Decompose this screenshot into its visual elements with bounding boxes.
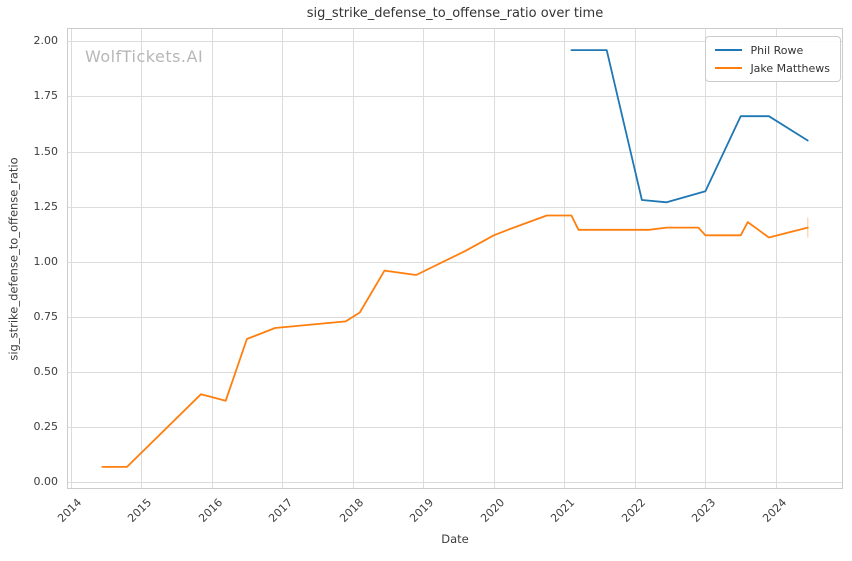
y-tick-label: 2.00 <box>33 34 59 48</box>
chart-title: sig_strike_defense_to_offense_ratio over… <box>306 6 604 21</box>
legend-label: Jake Matthews <box>750 61 830 75</box>
legend-line-swatch <box>715 49 743 51</box>
y-tick-label: 0.75 <box>33 309 59 323</box>
series-line-jake-matthews <box>101 214 809 468</box>
axes-frame <box>67 28 843 489</box>
legend-item-jake-matthews: Jake Matthews <box>715 59 830 77</box>
y-tick-label: 0.50 <box>33 365 59 379</box>
y-tick-label: 0.25 <box>33 420 59 434</box>
legend-items: Phil Rowe Jake Matthews <box>715 41 830 77</box>
y-tick-label: 1.25 <box>33 199 59 213</box>
y-tick-label: 1.00 <box>33 254 59 268</box>
watermark: WolfTickets.AI <box>85 47 204 66</box>
y-tick-label: 1.50 <box>33 144 59 158</box>
y-tick-label: 1.75 <box>33 89 59 103</box>
series-line-phil-rowe <box>570 49 809 204</box>
legend-label: Phil Rowe <box>750 43 804 57</box>
legend-item-phil-rowe: Phil Rowe <box>715 41 830 59</box>
y-tick-label: 0.00 <box>33 475 59 489</box>
legend-line-swatch <box>715 67 743 69</box>
x-axis-label: Date <box>441 532 469 546</box>
legend: Phil Rowe Jake Matthews <box>705 36 841 82</box>
